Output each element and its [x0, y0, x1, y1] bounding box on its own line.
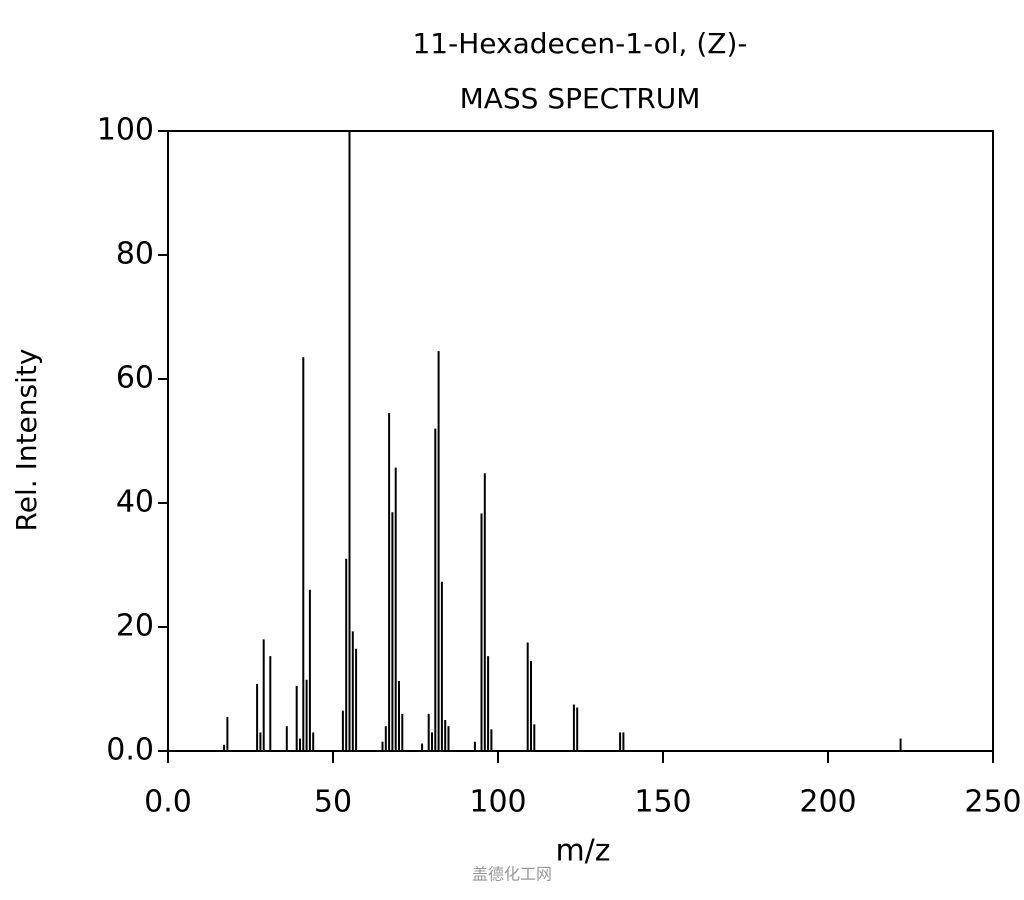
x-tick-label: 0.0 [144, 785, 192, 820]
chart-subtitle: MASS SPECTRUM [460, 82, 701, 115]
y-tick-label: 20 [116, 609, 154, 644]
y-tick-label: 100 [97, 113, 154, 148]
y-tick-label: 80 [116, 237, 154, 272]
x-tick-label: 50 [314, 785, 352, 820]
x-tick-label: 150 [634, 785, 691, 820]
y-tick-label: 40 [116, 485, 154, 520]
x-tick-label: 200 [799, 785, 856, 820]
x-tick-label: 100 [469, 785, 526, 820]
plot-frame [167, 130, 994, 752]
watermark: 盖德化工网 [472, 865, 552, 884]
x-tick-label: 250 [964, 785, 1021, 820]
y-tick-label: 0.0 [106, 733, 154, 768]
x-axis-label: m/z [555, 834, 610, 869]
y-axis-label: Rel. Intensity [10, 349, 43, 532]
y-tick-label: 60 [116, 361, 154, 396]
chart-title: 11-Hexadecen-1-ol, (Z)- [412, 27, 747, 60]
